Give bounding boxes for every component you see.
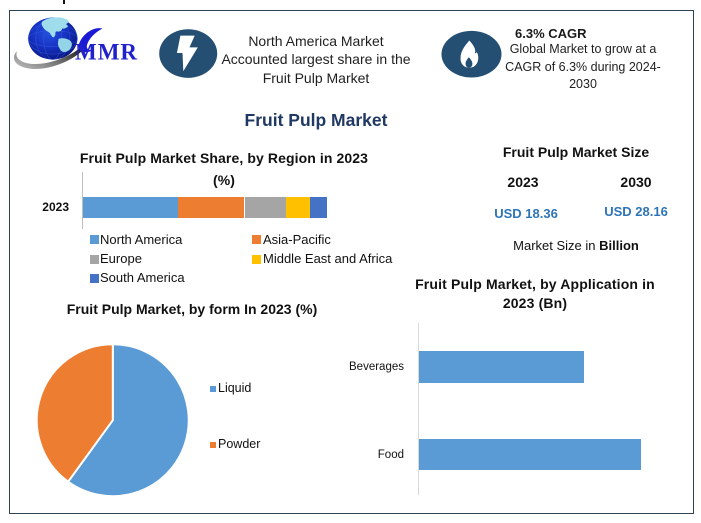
svg-text:MMR: MMR — [75, 40, 138, 65]
